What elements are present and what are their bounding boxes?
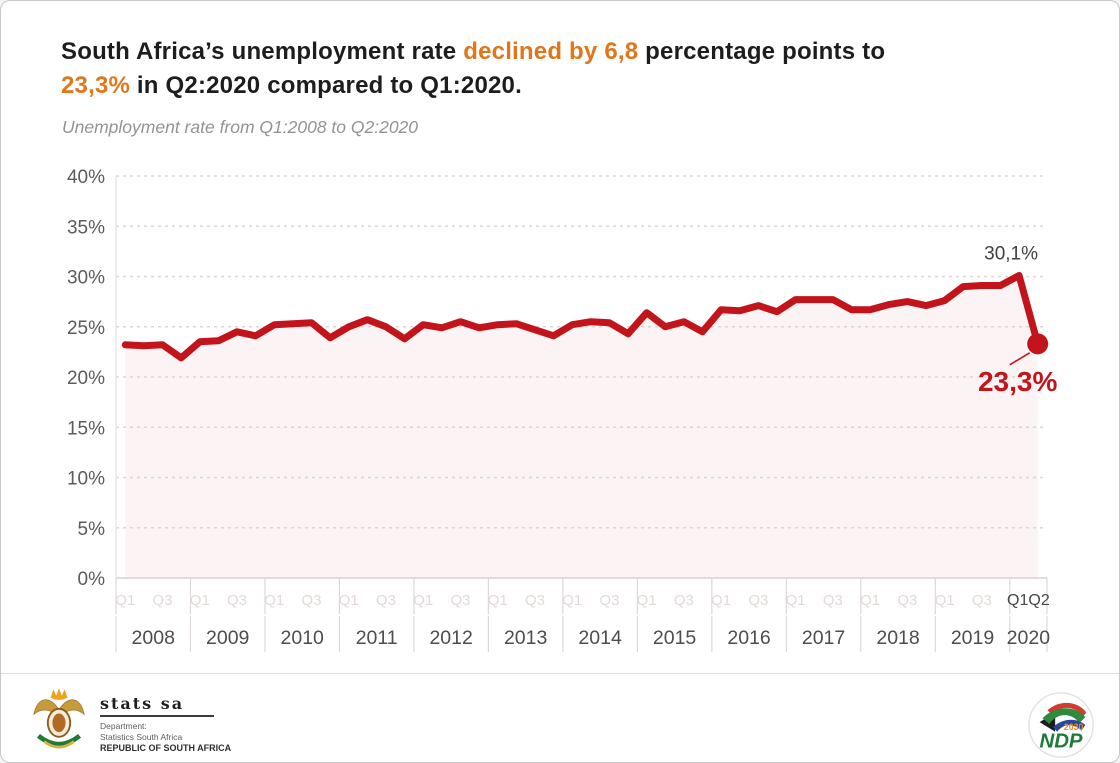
x-axis-year-label: 2017	[802, 627, 845, 649]
south-africa-coat-of-arms-icon	[33, 688, 85, 749]
x-axis-quarter-label: Q1	[190, 592, 210, 609]
series-line	[121, 272, 1042, 362]
ndp-year-text: 2030	[1064, 722, 1084, 732]
x-axis-quarter-label: Q3	[153, 592, 173, 609]
chart-subtitle: Unemployment rate from Q1:2008 to Q2:202…	[62, 117, 419, 137]
series-area	[125, 275, 1038, 578]
statssa-wordmark: stats sa	[100, 694, 185, 713]
x-axis-quarter-label: Q3	[450, 592, 470, 609]
x-axis-quarter-label: Q1	[860, 592, 880, 609]
x-axis-year-label: 2012	[429, 627, 472, 649]
statssa-dept-line3: REPUBLIC OF SOUTH AFRICA	[100, 743, 232, 753]
x-axis-year-label: 2018	[876, 627, 919, 649]
x-axis-quarter-label: Q3	[525, 592, 545, 609]
headline-text: percentage points to	[638, 38, 886, 65]
headline-text: in Q2:2020 compared to Q1:2020.	[130, 72, 522, 99]
ndp-flag-blue-band	[1053, 719, 1086, 732]
headline-text: South Africa’s unemployment rate	[61, 38, 464, 65]
statssa-dept-line1: Department:	[100, 721, 147, 731]
x-axis-quarter-label: Q3	[674, 592, 694, 609]
x-axis-year-label: 2008	[132, 627, 175, 649]
x-axis-quarter-label: Q3	[748, 592, 768, 609]
x-axis-quarter-label: Q1	[786, 592, 806, 609]
x-axis-quarter-label: Q3	[302, 592, 322, 609]
x-axis-quarter-label: Q3	[823, 592, 843, 609]
coat-gold-arc	[43, 740, 75, 749]
annotation-latest-value: 23,3%	[978, 366, 1057, 397]
y-axis-label: 5%	[78, 519, 106, 540]
y-axis-label: 40%	[67, 167, 105, 188]
ndp-flag-green-band	[1042, 708, 1086, 725]
chart-area: 0% 5% 10% 15% 20% 25% 30% 35% 40% 2008 Q1 Q3 2009 Q1 Q…	[1, 151, 1119, 666]
x-axis-quarter-label: Q1	[935, 592, 955, 609]
footer-divider	[1, 673, 1119, 674]
end-point-marker	[1027, 333, 1049, 355]
x-axis-quarter-label: Q1	[264, 592, 284, 609]
x-axis-quarter-label: Q1	[711, 592, 731, 609]
x-axis-final-quarter-label: Q1Q2	[1007, 592, 1050, 609]
headline-accent-text: 23,3%	[61, 72, 131, 99]
x-axis-quarter-label: Q3	[599, 592, 619, 609]
x-axis-quarter-label: Q3	[227, 592, 247, 609]
y-axis-label: 10%	[67, 469, 105, 490]
x-axis-year-label: 2016	[727, 627, 770, 649]
x-axis-year-label: 2019	[951, 627, 994, 649]
x-axis-year-label: 2020	[1007, 627, 1051, 649]
x-axis-quarter-label: Q1	[115, 592, 135, 609]
x-axis-quarter-label: Q1	[562, 592, 582, 609]
header: South Africa’s unemployment rate decline…	[61, 35, 1061, 138]
statssa-text: stats sa Department: Statistics South Af…	[100, 687, 231, 754]
annotation-peak-label: 30,1%	[984, 243, 1038, 264]
x-axis-quarter-label: Q1	[637, 592, 657, 609]
x-axis-quarter-label: Q1	[488, 592, 508, 609]
x-axis-quarter-label: Q3	[897, 592, 917, 609]
x-axis-year-label: 2015	[653, 627, 697, 649]
x-axis-quarter-label: Q3	[972, 592, 992, 609]
y-axis-label: 15%	[67, 418, 105, 439]
coat-green-arc	[36, 734, 82, 747]
annotation-leader-line	[1009, 352, 1031, 366]
coat-sun	[50, 688, 68, 700]
y-axis-label: 35%	[67, 217, 105, 238]
y-axis-label: 25%	[67, 318, 105, 339]
statssa-rule	[100, 715, 214, 717]
chart-headline: South Africa’s unemployment rate decline…	[61, 35, 1061, 103]
y-axis-label: 30%	[67, 268, 105, 289]
x-axis-year-label: 2013	[504, 627, 547, 649]
x-axis-quarter-label: Q1	[413, 592, 433, 609]
headline-accent-text: declined by 6,8	[463, 38, 639, 65]
y-axis-label: 20%	[67, 368, 105, 389]
x-axis-year-label: 2009	[206, 627, 249, 649]
y-axis-label: 0%	[78, 569, 106, 590]
x-axis-year-label: 2014	[578, 627, 622, 649]
x-axis-quarter-label: Q3	[376, 592, 396, 609]
x-axis-year-label: 2011	[356, 627, 398, 649]
statssa-logo-block: stats sa Department: Statistics South Af…	[31, 687, 231, 754]
ndp-2030-icon: 2030 NDP	[1028, 692, 1094, 758]
statssa-dept-line2: Statistics South Africa	[100, 731, 183, 742]
coat-shield-inner	[52, 713, 66, 733]
ndp-flag-red-band	[1047, 702, 1087, 717]
x-axis-year-label: 2010	[281, 627, 325, 649]
ndp-label-text: NDP	[1039, 730, 1082, 752]
x-axis-quarter-label: Q1	[339, 592, 359, 609]
